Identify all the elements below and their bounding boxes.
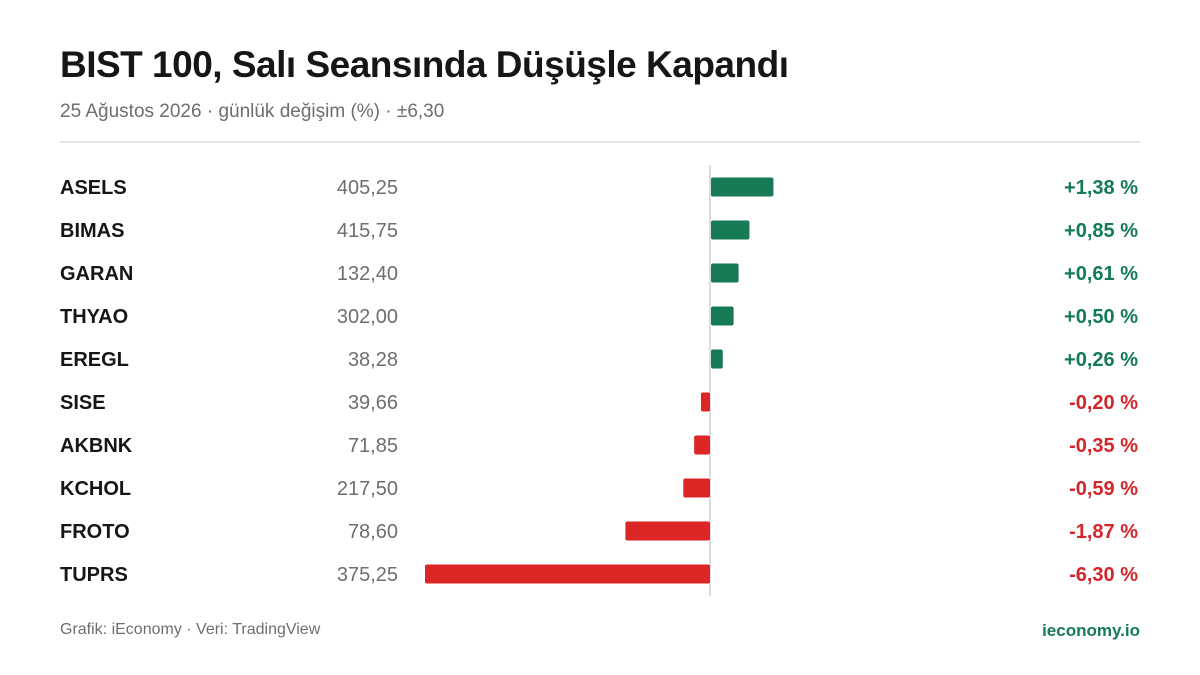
value-label: -1,87 % [1069,521,1138,543]
ticker-label: THYAO [60,306,128,328]
price-label: 302,00 [337,306,398,328]
value-label: -0,35 % [1069,435,1138,457]
bar-negative [694,435,710,455]
chart-title: BIST 100, Salı Seansında Düşüşle Kapandı [60,44,789,85]
bar-negative [425,564,710,584]
bar-row: TUPRS 375,25 -6,30 % [60,564,1138,586]
price-label: 217,50 [337,478,398,500]
bar-positive [711,306,734,326]
value-label: +0,26 % [1064,349,1138,371]
price-label: 39,66 [348,392,398,414]
value-label: +0,50 % [1064,306,1138,328]
ticker-label: FROTO [60,521,130,543]
value-label: +1,38 % [1064,177,1138,199]
bar-row: SISE 39,66 -0,20 % [60,392,1138,414]
ticker-label: EREGL [60,349,129,371]
price-label: 78,60 [348,521,398,543]
chart-subtitle: 25 Ağustos 2026 · günlük değişim (%) · ±… [60,101,445,122]
bar-row: KCHOL 217,50 -0,59 % [60,478,1138,500]
bar-positive [711,263,739,283]
ticker-label: TUPRS [60,564,128,586]
bar-negative [700,392,710,412]
ticker-label: ASELS [60,177,127,199]
price-label: 38,28 [348,349,398,371]
bar-row: EREGL 38,28 +0,26 % [60,349,1138,371]
bar-chart: ASELS 405,25 +1,38 % BIMAS 415,75 +0,85 % GARA… [60,165,1138,596]
ticker-label: KCHOL [60,478,131,500]
value-label: -0,20 % [1069,392,1138,414]
bar-row: THYAO 302,00 +0,50 % [60,306,1138,328]
value-label: +0,61 % [1064,263,1138,285]
bar-positive [711,220,750,240]
bar-negative [625,521,710,541]
price-label: 375,25 [337,564,398,586]
value-label: -0,59 % [1069,478,1138,500]
price-label: 405,25 [337,177,398,199]
value-label: +0,85 % [1064,220,1138,242]
ticker-label: SISE [60,392,106,414]
bar-row: FROTO 78,60 -1,87 % [60,521,1138,543]
bar-row: ASELS 405,25 +1,38 % [60,177,1138,199]
price-label: 71,85 [348,435,398,457]
ticker-label: BIMAS [60,220,124,242]
bar-positive [711,177,774,197]
bar-row: BIMAS 415,75 +0,85 % [60,220,1138,242]
ticker-label: AKBNK [60,435,133,457]
bar-positive [711,349,723,369]
bar-negative [683,478,710,498]
ticker-label: GARAN [60,263,133,285]
price-label: 132,40 [337,263,398,285]
header-divider [60,141,1140,143]
bar-row: AKBNK 71,85 -0,35 % [60,435,1138,457]
price-label: 415,75 [337,220,398,242]
bar-row: GARAN 132,40 +0,61 % [60,263,1138,285]
source-credit: Grafik: iEconomy · Veri: TradingView [60,621,321,638]
brand-link[interactable]: ieconomy.io [1042,621,1140,640]
value-label: -6,30 % [1069,564,1138,586]
